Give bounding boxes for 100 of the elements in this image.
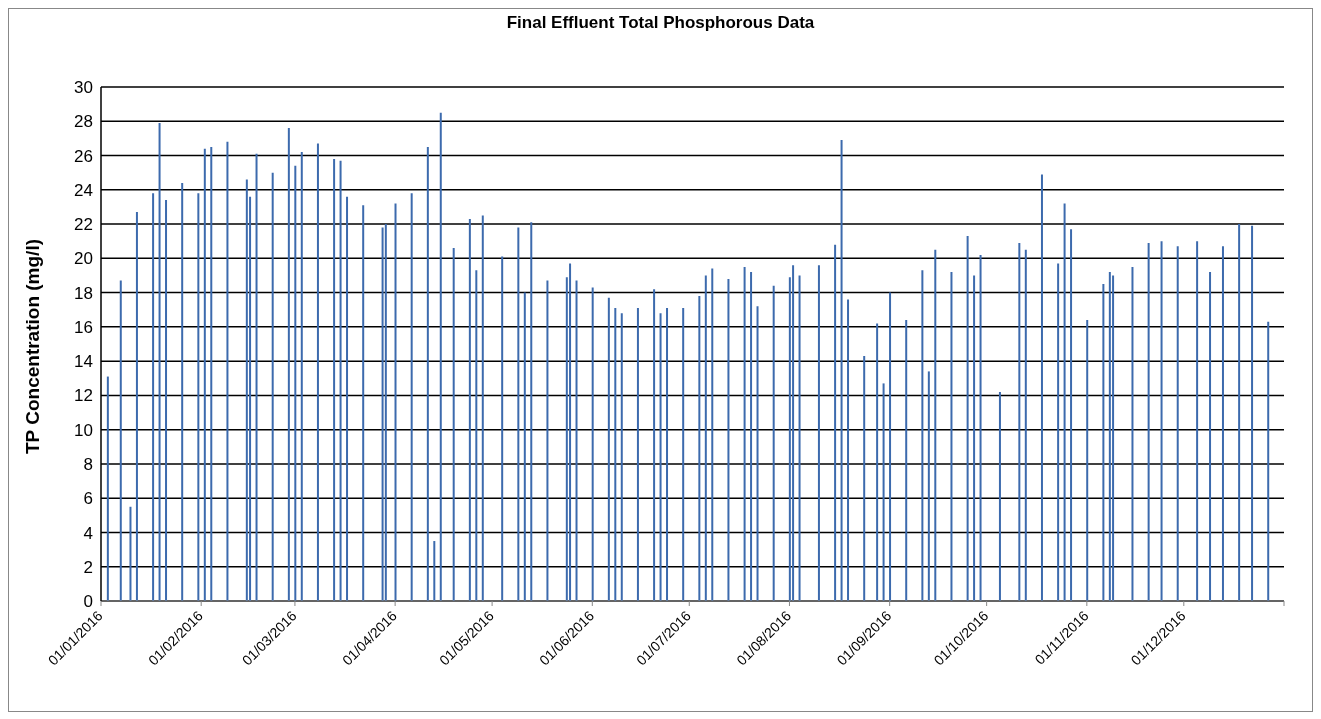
bar bbox=[1057, 263, 1060, 601]
bar bbox=[607, 297, 610, 601]
bar bbox=[135, 212, 138, 601]
bar bbox=[569, 263, 572, 601]
bar bbox=[339, 160, 342, 601]
bar bbox=[530, 222, 533, 601]
y-tick-label: 30 bbox=[74, 78, 93, 98]
y-tick-label: 10 bbox=[74, 420, 93, 440]
bar bbox=[433, 541, 436, 601]
bar bbox=[847, 299, 850, 601]
bar bbox=[966, 236, 969, 601]
bar bbox=[129, 506, 132, 601]
bar bbox=[1018, 242, 1021, 601]
bar bbox=[876, 323, 879, 601]
bar bbox=[1112, 275, 1115, 601]
bar bbox=[756, 306, 759, 601]
bar bbox=[1063, 203, 1066, 601]
bar bbox=[1221, 246, 1224, 601]
bar bbox=[197, 193, 200, 601]
bar bbox=[316, 143, 319, 601]
y-tick-label: 16 bbox=[74, 317, 93, 337]
bar bbox=[294, 165, 297, 601]
bar bbox=[798, 275, 801, 601]
bar bbox=[1086, 320, 1089, 601]
bar bbox=[158, 122, 161, 601]
y-tick-label: 4 bbox=[83, 523, 93, 543]
bar bbox=[381, 227, 384, 601]
bar bbox=[834, 244, 837, 601]
bar bbox=[410, 193, 413, 601]
bar bbox=[934, 249, 937, 601]
y-tick-label: 22 bbox=[74, 215, 93, 235]
chart-title: Final Effluent Total Phosphorous Data bbox=[505, 13, 816, 33]
bar bbox=[614, 308, 617, 601]
bar bbox=[682, 308, 685, 601]
bar bbox=[591, 287, 594, 601]
bar bbox=[152, 193, 155, 601]
bar bbox=[468, 218, 471, 601]
y-tick-label: 6 bbox=[83, 489, 93, 509]
bar bbox=[998, 391, 1001, 601]
bar bbox=[300, 152, 303, 601]
bar bbox=[1160, 241, 1163, 601]
bar bbox=[1147, 242, 1150, 601]
bar bbox=[727, 278, 730, 601]
bar bbox=[840, 140, 843, 601]
bar bbox=[333, 158, 336, 601]
bar bbox=[1209, 272, 1212, 601]
bar bbox=[439, 112, 442, 601]
bar bbox=[106, 376, 109, 601]
bar bbox=[620, 313, 623, 601]
bar bbox=[772, 285, 775, 601]
y-tick-label: 14 bbox=[74, 352, 93, 372]
bar bbox=[575, 280, 578, 601]
bar bbox=[210, 146, 213, 601]
bar bbox=[792, 265, 795, 601]
y-tick-label: 28 bbox=[74, 112, 93, 132]
bar bbox=[704, 275, 707, 601]
bar bbox=[119, 280, 122, 601]
bar bbox=[1102, 284, 1105, 601]
bar bbox=[1238, 224, 1241, 601]
bar bbox=[979, 254, 982, 601]
bar bbox=[882, 383, 885, 601]
bar bbox=[481, 215, 484, 601]
bar bbox=[750, 272, 753, 601]
bar bbox=[817, 265, 820, 601]
y-axis-title: TP Concentration (mg/l) bbox=[21, 239, 43, 454]
bar bbox=[927, 371, 930, 601]
bar bbox=[1176, 246, 1179, 601]
bar bbox=[889, 292, 892, 601]
y-tick-label: 8 bbox=[83, 454, 93, 474]
bar bbox=[1131, 266, 1134, 601]
bar bbox=[1267, 321, 1270, 601]
bar bbox=[863, 355, 866, 601]
bar bbox=[165, 200, 168, 601]
bar bbox=[287, 128, 290, 601]
bar bbox=[546, 280, 549, 601]
bar bbox=[1196, 241, 1199, 601]
y-tick-label: 0 bbox=[83, 592, 93, 612]
bar bbox=[666, 308, 669, 601]
bar bbox=[523, 292, 526, 601]
bar bbox=[181, 182, 184, 601]
bar bbox=[1108, 272, 1111, 601]
bar bbox=[475, 270, 478, 601]
y-tick-label: 20 bbox=[74, 249, 93, 269]
bar bbox=[271, 172, 274, 601]
bar bbox=[653, 289, 656, 601]
bar bbox=[1251, 225, 1254, 601]
y-tick-label: 26 bbox=[74, 146, 93, 166]
bar bbox=[226, 141, 229, 601]
bar bbox=[973, 275, 976, 601]
bar bbox=[743, 266, 746, 601]
y-tick-label: 24 bbox=[74, 180, 93, 200]
bar bbox=[384, 224, 387, 601]
bar bbox=[1024, 249, 1027, 601]
bar bbox=[636, 308, 639, 601]
bar bbox=[501, 256, 504, 601]
y-tick-label: 12 bbox=[74, 386, 93, 406]
bar bbox=[452, 248, 455, 601]
bar bbox=[346, 196, 349, 601]
bar bbox=[362, 205, 365, 601]
bar bbox=[711, 268, 714, 601]
